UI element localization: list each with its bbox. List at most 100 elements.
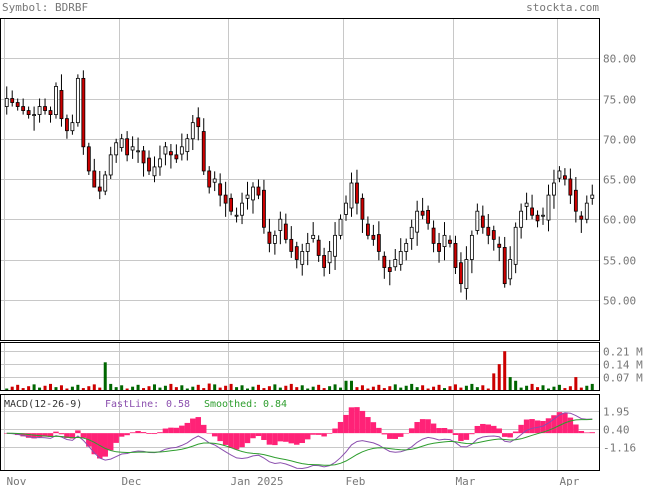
macd-histogram-bar (376, 427, 382, 434)
macd-histogram-bar (321, 433, 327, 437)
macd-histogram-bar (233, 433, 240, 450)
volume-bar (284, 385, 288, 390)
candle (190, 115, 195, 151)
volume-bar (311, 386, 315, 390)
macd-histogram-bar (403, 433, 409, 434)
macd-histogram-bar (430, 423, 437, 434)
candle-body (491, 230, 496, 240)
candle-body (294, 246, 299, 260)
volume-bar (158, 387, 162, 390)
candle-body (108, 154, 113, 176)
candle (584, 195, 589, 224)
volume-bar (103, 362, 107, 390)
candle (365, 216, 370, 240)
volume-bar (5, 388, 9, 390)
candle (294, 241, 299, 269)
candle (10, 90, 15, 107)
candle-body (272, 234, 277, 244)
candle-body (141, 150, 146, 164)
candle (469, 230, 474, 274)
candle-body (21, 106, 26, 111)
volume-bar (519, 387, 523, 390)
candle-body (546, 194, 551, 221)
candle (552, 169, 556, 209)
macd-histogram-bar (326, 433, 333, 434)
volume-bar (503, 351, 507, 390)
candle-body (152, 166, 157, 177)
candle-body (387, 267, 392, 272)
volume-bar (120, 385, 124, 390)
candle (81, 70, 86, 155)
volume-bar (530, 383, 534, 390)
macd-histogram-bar (288, 433, 295, 444)
candle-body (305, 242, 310, 252)
volume-bar (87, 386, 91, 390)
candle-body (114, 142, 119, 156)
candle (541, 207, 545, 225)
candle-body (322, 255, 327, 268)
volume-bar (109, 383, 113, 390)
candle-body (234, 214, 239, 217)
macd-histogram-bar (491, 425, 497, 434)
candle (114, 138, 119, 163)
volume-bar (59, 385, 63, 390)
candle (382, 251, 387, 279)
macd-histogram-bar (294, 433, 300, 445)
candle-body (278, 218, 283, 231)
macd-histogram-bar (25, 433, 32, 438)
candle (333, 222, 337, 270)
macd-histogram-bar (589, 432, 595, 434)
macd-histogram-bar (283, 433, 289, 442)
candle (37, 98, 42, 123)
macd-histogram-bar (244, 433, 251, 444)
candle-body (431, 227, 436, 244)
panel-frame (0, 342, 600, 391)
candle (267, 218, 272, 253)
candle (245, 181, 250, 210)
volume-bar (486, 388, 490, 390)
candle (355, 169, 359, 215)
candle (240, 192, 244, 225)
candle-body (333, 234, 337, 257)
candle-body (75, 77, 80, 124)
volume-bar (404, 385, 408, 390)
candle-body (371, 234, 376, 240)
volume-bar (328, 386, 332, 390)
volume-bar (235, 387, 239, 390)
candle (136, 137, 140, 163)
candle (590, 184, 595, 205)
macd-histogram-bar (42, 433, 48, 437)
macd-histogram-bar (124, 433, 130, 436)
candle (535, 210, 540, 228)
candle (229, 193, 234, 216)
volume-bar (557, 384, 561, 390)
candle-body (497, 243, 502, 248)
macd-histogram-bar (365, 417, 371, 434)
volume-bar (256, 384, 260, 390)
candle-body (448, 239, 452, 244)
candle-body (185, 138, 190, 153)
candle (316, 235, 321, 262)
macd-histogram-bar (474, 425, 481, 434)
candle (322, 247, 327, 277)
candle (546, 184, 551, 232)
candle (218, 173, 223, 207)
candle-body (119, 138, 124, 149)
candle (54, 82, 58, 119)
volume-bar (65, 388, 69, 390)
macd-histogram-bar (370, 422, 377, 434)
candle-body (398, 251, 403, 265)
macd-histogram-bar (540, 420, 546, 434)
volume-bar (147, 386, 151, 390)
macd-histogram-bar (387, 433, 393, 439)
x-tick-label: Dec (122, 475, 142, 486)
volume-bar (541, 385, 545, 390)
macd-histogram-bar (584, 432, 590, 434)
volume-bar (278, 387, 282, 390)
candle-body (568, 178, 573, 196)
candle (212, 171, 217, 192)
candle-body (196, 117, 201, 128)
candle (420, 197, 425, 220)
volume-bar (481, 385, 485, 390)
